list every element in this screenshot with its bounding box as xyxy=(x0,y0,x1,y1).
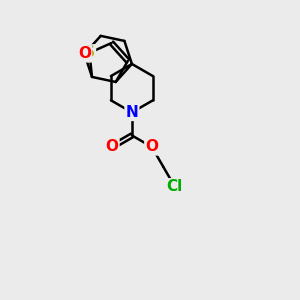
Text: O: O xyxy=(145,140,158,154)
Text: Cl: Cl xyxy=(167,179,183,194)
Text: O: O xyxy=(106,140,118,154)
Text: N: N xyxy=(125,105,138,120)
Text: S: S xyxy=(84,45,95,60)
Text: O: O xyxy=(78,46,91,62)
